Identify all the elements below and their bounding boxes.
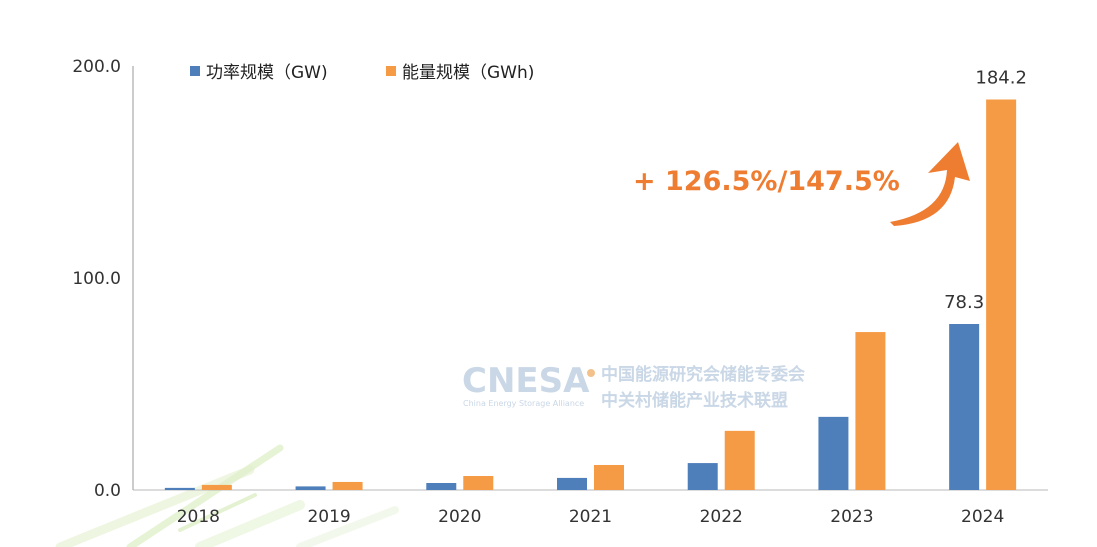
y-tick-label: 200.0 bbox=[72, 57, 121, 77]
y-axis-ticks: 0.0 100.0 200.0 bbox=[72, 57, 121, 501]
growth-annotation-text: + 126.5%/147.5% bbox=[633, 166, 900, 197]
x-tick-label: 2020 bbox=[438, 507, 481, 527]
bar-power-2021 bbox=[557, 477, 587, 490]
x-axis-labels: 2018 2019 2020 2021 2022 2023 2024 bbox=[177, 507, 1005, 527]
bar-energy-2019 bbox=[332, 481, 363, 490]
bar-energy-2024 bbox=[986, 99, 1017, 490]
growth-annotation: + 126.5%/147.5% bbox=[633, 142, 970, 226]
bar-power-2019 bbox=[295, 486, 326, 490]
watermark: CNESA China Energy Storage Alliance 中国能源… bbox=[462, 361, 805, 411]
y-tick-label: 100.0 bbox=[72, 269, 121, 289]
legend-swatch-energy bbox=[386, 66, 396, 76]
data-label: 184.2 bbox=[975, 67, 1027, 88]
x-tick-label: 2024 bbox=[961, 507, 1004, 527]
x-tick-label: 2019 bbox=[307, 507, 350, 527]
data-labels: 78.3 184.2 bbox=[944, 67, 1027, 313]
legend: 功率规模（GW) 能量规模（GWh) bbox=[190, 63, 534, 83]
data-label: 78.3 bbox=[944, 292, 984, 313]
watermark-logo-dot bbox=[587, 369, 595, 377]
legend-swatch-power bbox=[190, 66, 200, 76]
x-tick-label: 2018 bbox=[177, 507, 220, 527]
bar-power-2022 bbox=[687, 463, 718, 490]
bar-energy-2022 bbox=[724, 430, 755, 490]
bar-energy-2020 bbox=[463, 476, 494, 490]
watermark-logo: CNESA bbox=[462, 361, 590, 401]
bars bbox=[164, 99, 1017, 490]
bar-energy-2021 bbox=[594, 464, 624, 490]
growth-arrow-icon bbox=[890, 142, 970, 226]
bar-power-2024 bbox=[949, 324, 980, 490]
bar-power-2023 bbox=[818, 416, 849, 490]
y-tick-label: 0.0 bbox=[94, 481, 121, 501]
bar-power-2018 bbox=[164, 487, 195, 490]
bar-energy-2018 bbox=[201, 484, 232, 490]
watermark-line2: 中关村储能产业技术联盟 bbox=[601, 390, 788, 411]
watermark-logo-sub: China Energy Storage Alliance bbox=[463, 399, 584, 408]
legend-label-power: 功率规模（GW) bbox=[206, 63, 328, 83]
x-tick-label: 2023 bbox=[830, 507, 873, 527]
x-tick-label: 2021 bbox=[569, 507, 612, 527]
legend-label-energy: 能量规模（GWh) bbox=[402, 63, 534, 83]
x-tick-label: 2022 bbox=[700, 507, 743, 527]
watermark-line1: 中国能源研究会储能专委会 bbox=[601, 364, 805, 385]
decorative-streaks bbox=[55, 444, 399, 547]
bar-power-2020 bbox=[426, 483, 457, 490]
bar-energy-2023 bbox=[855, 332, 886, 490]
